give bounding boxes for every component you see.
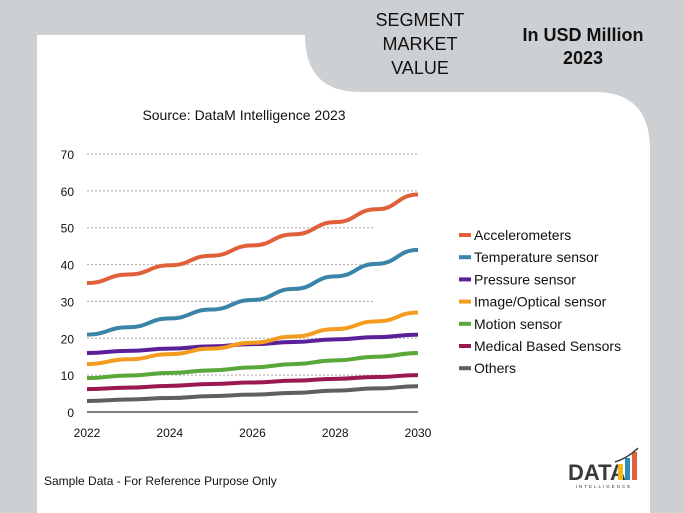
x-axis-ticks: 2022 2024 2026 2028 2030 [74, 426, 432, 440]
y-axis-ticks: 0 10 20 30 40 50 60 70 [61, 148, 75, 420]
x-tick-label: 2026 [239, 426, 266, 440]
y-tick-label: 10 [61, 369, 75, 383]
y-tick-label: 30 [61, 295, 75, 309]
datam-logo: DATA INTELLIGENCE [568, 447, 639, 489]
y-tick-label: 60 [61, 185, 75, 199]
unit-label-line: In USD Million [523, 25, 644, 45]
x-tick-label: 2028 [322, 426, 349, 440]
unit-label: In USD Million 2023 [523, 25, 644, 68]
legend-label: Image/Optical sensor [474, 294, 607, 310]
segment-title-line: MARKET [382, 34, 457, 54]
series-line-3 [86, 310, 419, 367]
y-tick-label: 20 [61, 332, 75, 346]
segment-title-line: VALUE [391, 58, 449, 78]
legend-label: Motion sensor [474, 316, 562, 332]
legend-label: Temperature sensor [474, 249, 599, 265]
y-tick-label: 70 [61, 148, 75, 162]
series-line-1 [86, 247, 419, 337]
series-line-5 [86, 373, 419, 392]
logo-subtext: INTELLIGENCE [576, 484, 633, 489]
y-tick-label: 0 [67, 406, 74, 420]
series-lines [86, 192, 419, 403]
x-tick-label: 2022 [74, 426, 101, 440]
x-tick-label: 2024 [156, 426, 183, 440]
segment-title: SEGMENT MARKET VALUE [375, 10, 464, 78]
legend-label: Medical Based Sensors [474, 338, 621, 354]
series-line-4 [86, 351, 419, 381]
y-tick-label: 40 [61, 259, 75, 273]
legend-label: Others [474, 360, 516, 376]
chart-subtitle: Source: DataM Intelligence 2023 [142, 107, 345, 123]
footer-note: Sample Data - For Reference Purpose Only [44, 474, 277, 488]
series-line-0 [86, 192, 419, 285]
gridlines [87, 153, 418, 376]
unit-label-line: 2023 [563, 48, 603, 68]
legend-label: Accelerometers [474, 227, 571, 243]
legend: Accelerometers Temperature sensor Pressure… [459, 227, 621, 376]
segment-title-line: SEGMENT [375, 10, 464, 30]
legend-label: Pressure sensor [474, 271, 576, 287]
x-tick-label: 2030 [405, 426, 432, 440]
logo-text: DATA [568, 460, 626, 485]
y-tick-label: 50 [61, 222, 75, 236]
series-line-6 [86, 384, 419, 403]
